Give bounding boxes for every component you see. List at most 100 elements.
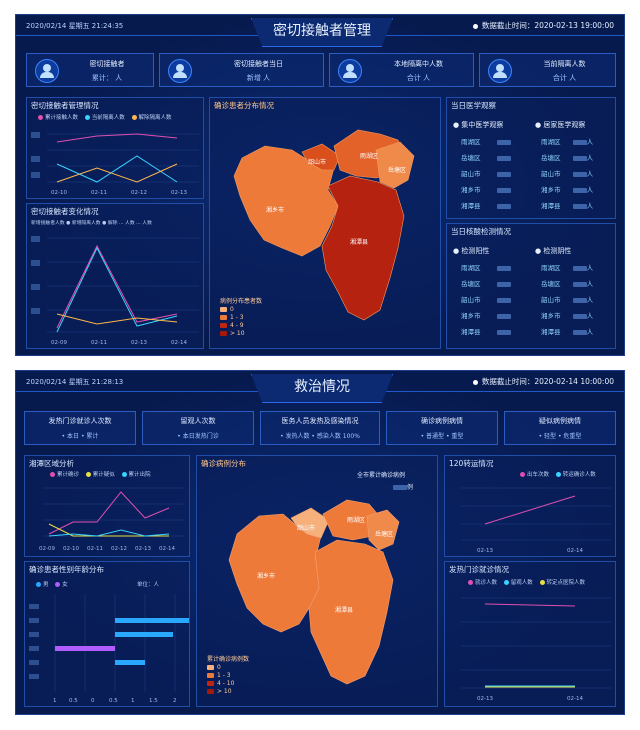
map-panel: 确诊患者分布情况 湘乡市 韶山市 雨湖区 岳塘区 湘潭县 病例分布患者数 0 1… (209, 97, 441, 349)
region-yuetang[interactable] (366, 509, 400, 551)
analysis-chart: 02-09 02-10 02-11 02-12 02-13 02-14 (39, 487, 185, 552)
fever-chart: 02-13 02-14 (461, 597, 611, 702)
x-tick: 02-12 (131, 190, 147, 196)
x-tick: 02-14 (171, 340, 187, 346)
list-item: 雨湖区 人 (541, 264, 594, 272)
x-tick: 02-14 (567, 548, 583, 554)
region-label: 韶山市 (308, 158, 326, 166)
x-tick: 02-10 (51, 190, 67, 196)
list-item: 湘乡市 人 (541, 312, 594, 320)
stat-label: 密切接触者 (89, 60, 125, 68)
person-icon (488, 59, 512, 83)
col-header: ● 检测阴性 (535, 247, 572, 255)
x-tick: 0 (91, 698, 95, 704)
x-tick: 02-13 (477, 548, 493, 554)
x-tick: 02-12 (111, 546, 127, 552)
stat-label: 确诊病例病情 (421, 417, 463, 425)
series-line-released (56, 163, 178, 183)
x-tick: 02-14 (159, 546, 175, 552)
list-item: 雨湖区 人 (541, 138, 594, 146)
stat-value: • 发热人数 • 感染人数 100% (280, 433, 360, 440)
stat-card[interactable]: 本地隔离中人数 合计 人 (329, 53, 474, 87)
page-title: 密切接触者管理 (251, 18, 393, 47)
panel-title: 湘潭区域分析 (29, 459, 74, 468)
region-shaoshan[interactable] (301, 143, 341, 171)
x-tick: 1 (131, 698, 135, 704)
clock-dot-icon (472, 23, 478, 29)
stat-label: 疑似病例病情 (539, 417, 581, 425)
region-label: 雨湖区 (360, 152, 378, 160)
series-line-visits (484, 603, 576, 607)
region-label: 湘乡市 (266, 206, 284, 214)
x-tick: 02-09 (39, 546, 55, 552)
list-item: 韶山市 (461, 294, 511, 304)
col-header: ● 集中医学观察 (453, 121, 504, 129)
list-item: 雨湖区 (461, 262, 511, 272)
stat-card[interactable]: 留观人次数 • 本日发热门诊 (142, 411, 254, 445)
dashboard-treatment: 2020/02/14 星期五 21:28:13 救治情况 数据截止时间：2020… (15, 370, 625, 715)
stat-card[interactable]: 密切接触者当日 新增 人 (159, 53, 324, 87)
nucleic-test-panel: 当日核酸检测情况 ● 检测阳性 ● 检测阴性 雨湖区 岳塘区 韶山市 湘乡市 湘… (446, 223, 616, 349)
stat-value: 合计 人 (406, 74, 431, 82)
series-line-total (56, 133, 178, 143)
person-icon (338, 59, 362, 83)
bar-male (115, 660, 145, 665)
ambulance-chart: 02-13 02-14 (461, 487, 611, 554)
col-header: ● 检测阳性 (453, 247, 490, 255)
stat-value: 合计 人 (552, 74, 577, 82)
list-item: 韶山市 人 (541, 170, 594, 178)
region-xiangtan-county[interactable] (308, 539, 394, 685)
list-item: 韶山市 人 (541, 296, 594, 304)
region-xiangxiang[interactable] (233, 145, 339, 257)
chart-legend: 累计确诊 累计疑似 累计出院 (45, 470, 151, 478)
list-item: 岳塘区 (461, 278, 511, 288)
stat-card[interactable]: 发热门诊就诊人次数 • 本日 • 累计 (24, 411, 136, 445)
region-yuetang[interactable] (375, 141, 415, 189)
panel-title: 确诊病例分布 (201, 459, 246, 468)
stat-card[interactable]: 确诊病例病情 • 普通型 • 重型 (386, 411, 498, 445)
trend-panel: 密切接触者管理情况 累计接触人数 当前隔离人数 解除隔离人数 02-10 02-… (26, 97, 204, 199)
series-line-dispatch (484, 495, 576, 525)
panel-title: 确诊患者性别年龄分布 (29, 565, 104, 574)
region-shaoshan[interactable] (290, 507, 330, 539)
update-label: 数据截止时间： (481, 21, 535, 30)
map-legend: 累计确诊病例数 0 1 - 3 4 - 10 > 10 (207, 656, 249, 696)
list-item: 湘乡市 人 (541, 186, 594, 194)
stat-card[interactable]: 当前隔离人数 合计 人 (479, 53, 616, 87)
stat-card[interactable]: 疑似病例病情 • 轻型 • 危重型 (504, 411, 616, 445)
list-item: 韶山市 (461, 168, 511, 178)
region-xiangtan-county[interactable] (321, 175, 405, 321)
x-tick: 02-11 (91, 340, 107, 346)
district-map[interactable]: 湘乡市 韶山市 雨湖区 岳塘区 湘潭县 (210, 98, 441, 349)
legend-item: 1 - 3 (220, 314, 262, 322)
x-tick: 1.5 (149, 698, 158, 704)
legend-title: 病例分布患者数 (220, 298, 263, 305)
x-tick: 02-11 (91, 190, 107, 196)
x-tick: 02-10 (63, 546, 79, 552)
x-tick: 02-13 (171, 190, 187, 196)
chart-legend: 出车次数 转运确诊人数 (515, 470, 596, 478)
list-item: 湘潭县 人 (541, 202, 594, 210)
x-tick: 02-09 (51, 340, 67, 346)
clock-dot-icon (472, 379, 478, 385)
region-label: 湘潭县 (350, 238, 368, 246)
fever-clinic-panel: 发热门诊就诊情况 就诊人数 留观人数 转定点医院人数 02-13 02-14 (444, 561, 616, 707)
region-label: 雨湖区 (347, 516, 365, 524)
stat-label: 密切接触者当日 (234, 60, 283, 68)
series-line-released (56, 313, 178, 325)
list-item: 湘潭县 人 (541, 328, 594, 336)
blurred-tick (31, 156, 40, 162)
x-tick: 02-13 (135, 546, 151, 552)
bar-male (115, 618, 189, 623)
stat-card[interactable]: 密切接触者 累计： 人 (26, 53, 154, 87)
dashboard-contact-management: 2020/02/14 星期五 21:24:35 密切接触者管理 数据截止时间：2… (15, 14, 625, 356)
list-item: 湘乡市 (461, 184, 511, 194)
chart-legend: 新增接触者人数 ● 新增隔离人数 ● 解除 ... 人数 ... 人数 (31, 221, 152, 226)
series-line-new-isolated (56, 246, 178, 333)
map-total: 例 (393, 482, 413, 491)
legend-item: 0 (220, 306, 262, 314)
stat-card[interactable]: 医务人员发热及感染情况 • 发热人数 • 感染人数 100% (260, 411, 380, 445)
case-district-map[interactable]: 湘乡市 韶山市 雨湖区 岳塘区 湘潭县 (197, 456, 438, 707)
stat-value: • 轻型 • 危重型 (538, 433, 582, 440)
map-legend: 病例分布患者数 0 1 - 3 4 - 9 > 10 (220, 298, 262, 338)
